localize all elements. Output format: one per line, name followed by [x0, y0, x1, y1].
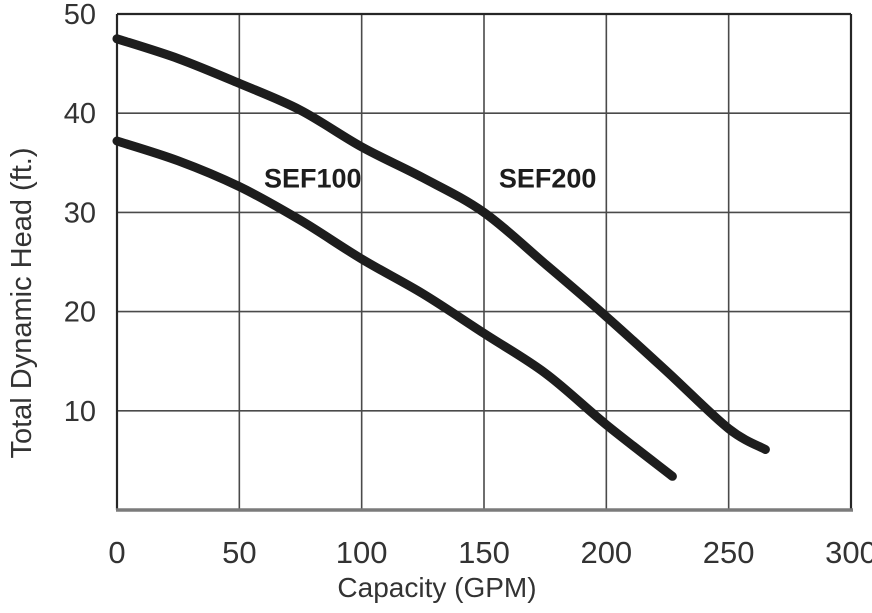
- curve-label-sef100: SEF100: [264, 164, 362, 194]
- curve-sef200: [112, 34, 770, 454]
- y-tick-label: 10: [64, 396, 96, 428]
- x-tick-label: 100: [336, 535, 388, 570]
- x-tick-label: 0: [108, 535, 125, 570]
- x-tick-label: 250: [703, 535, 755, 570]
- curve-sef100: [112, 136, 677, 481]
- y-tick-label: 30: [64, 197, 96, 229]
- y-tick-label: 20: [64, 297, 96, 329]
- curve-label-sef200: SEF200: [499, 164, 597, 194]
- x-tick-label: 150: [458, 535, 510, 570]
- x-axis-title: Capacity (GPM): [337, 572, 536, 603]
- x-tick-label: 50: [222, 535, 256, 570]
- y-tick-label: 40: [64, 98, 96, 130]
- x-tick-label: 200: [580, 535, 632, 570]
- y-tick-label: 50: [64, 0, 96, 31]
- x-tick-label: 300: [825, 535, 872, 570]
- y-axis-title: Total Dynamic Head (ft.): [6, 147, 38, 458]
